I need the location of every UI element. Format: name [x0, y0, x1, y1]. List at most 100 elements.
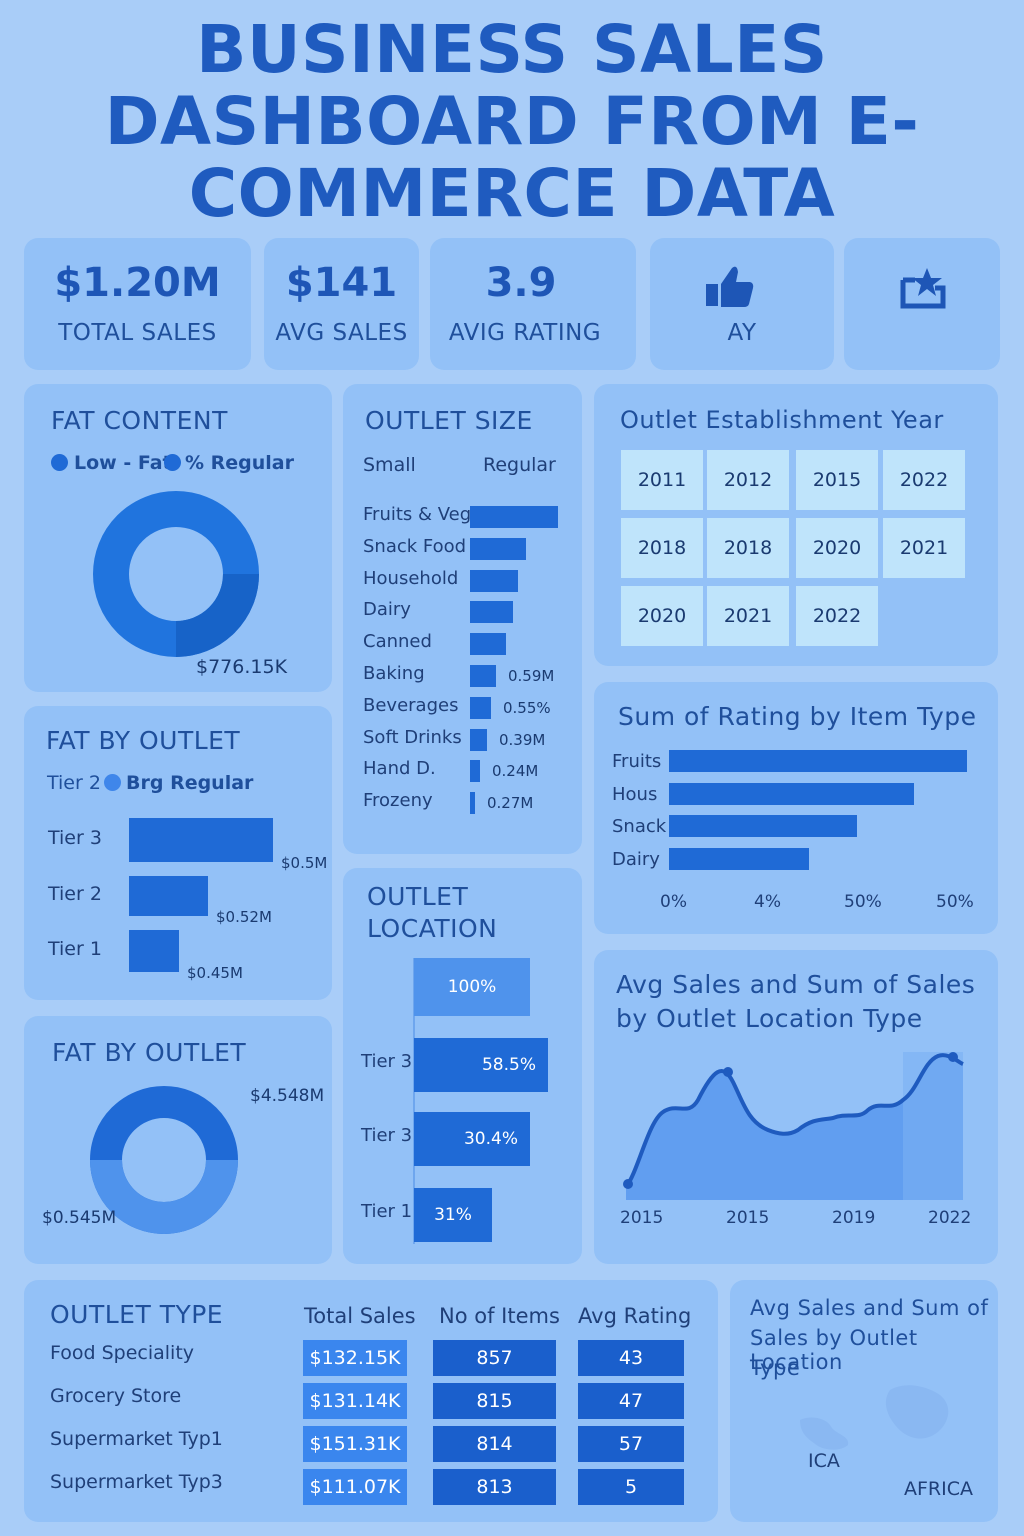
kpi-value: $141: [285, 260, 398, 306]
x-tick-label: 50%: [844, 892, 882, 912]
year-tile[interactable]: 2020: [796, 518, 878, 578]
year-tile[interactable]: 2015: [796, 450, 878, 510]
card-title-line-1: OUTLET: [367, 882, 469, 911]
item-label: Hand D.: [363, 758, 436, 780]
data-point: [948, 1052, 958, 1062]
year-tile[interactable]: 2018: [707, 518, 789, 578]
item-type-bar: [669, 750, 967, 772]
kpi-thumbs: AY: [650, 238, 834, 370]
item-label: Fruits & Veg: [363, 504, 472, 525]
area-highlight: [903, 1052, 963, 1200]
rating-cell: 57: [578, 1426, 684, 1462]
year-tile[interactable]: 2011: [621, 450, 703, 510]
kpi-avg-rating: 3.9 AVIG RATING: [430, 238, 636, 370]
star-box-icon: [900, 268, 946, 309]
card-title: FAT BY OUTLET: [46, 726, 241, 755]
card-title: Outlet Establishment Year: [620, 406, 944, 434]
item-value-label: 0.39M: [499, 730, 546, 749]
kpi-value: 3.9: [485, 260, 557, 306]
year-tile[interactable]: 2012: [707, 450, 789, 510]
item-bar: [470, 728, 487, 751]
title-line-2: DASHBOARD FROM E-: [104, 83, 920, 160]
location-value: 30.4%: [463, 1129, 518, 1149]
card-title: Sum of Rating by Item Type: [618, 702, 977, 731]
item-label: Dairy: [363, 599, 411, 621]
card-title-line-1: Avg Sales and Sum of: [750, 1296, 989, 1320]
item-bar: [470, 665, 496, 687]
item-bar: [470, 506, 558, 528]
kpi-value: $1.20M: [54, 260, 221, 306]
card-title-line-3: Type: [750, 1356, 801, 1380]
map-label-africa: AFRICA: [904, 1478, 973, 1500]
item-label: Baking: [363, 663, 425, 684]
year-tile[interactable]: 2022: [796, 586, 878, 646]
fat-by-outlet-donut-card: FAT BY OUTLET $4.548M $0.545M: [24, 1016, 332, 1264]
kpi-star: [844, 238, 1000, 370]
item-bar: [470, 696, 491, 719]
kpi-label: TOTAL SALES: [58, 320, 217, 346]
item-bar: [470, 601, 513, 624]
x-axis-label: 2015: [726, 1208, 770, 1228]
fat-by-outlet-bars-card: FAT BY OUTLET Tier 2 Brg Regular Tier 3 $…: [24, 706, 332, 1000]
item-type-label: Dairy: [612, 848, 660, 870]
donut-value-top: $4.548M: [250, 1086, 325, 1106]
tier-bar: [129, 818, 273, 862]
legend-dot: [51, 454, 68, 471]
outlet-type-name: Supermarket Typ3: [50, 1471, 223, 1493]
location-value: 100%: [447, 977, 497, 997]
year-tile[interactable]: 2018: [621, 518, 703, 578]
card-title: FAT CONTENT: [51, 406, 228, 435]
tier-value-label: $0.52M: [216, 908, 272, 926]
col-header-sales: Total Sales: [304, 1304, 416, 1328]
year-tile[interactable]: 2021: [707, 586, 789, 646]
item-label: Beverages: [363, 694, 459, 716]
data-point: [623, 1179, 633, 1189]
year-tile[interactable]: 2020: [621, 586, 703, 646]
kpi-label: AY: [727, 320, 757, 346]
col-header-rating: Avg Rating: [578, 1304, 692, 1328]
map-card: Avg Sales and Sum of Sales by Outlet Loc…: [730, 1280, 998, 1522]
legend-dot: [104, 774, 121, 791]
total-sales-cell: $131.14K: [303, 1383, 407, 1419]
item-type-bar: [669, 847, 809, 870]
fat-content-donut: [93, 491, 259, 657]
tier-bar: [129, 876, 208, 916]
area-line: [624, 1053, 964, 1189]
item-value-label: 0.55%: [503, 698, 551, 717]
items-cell: 814: [433, 1426, 556, 1462]
kpi-avg-sales: $141 AVG SALES: [264, 238, 419, 370]
tier-value-label: $0.5M: [281, 854, 328, 872]
col-header-regular: Regular: [483, 454, 556, 476]
year-tile[interactable]: 2021: [883, 518, 965, 578]
card-title: FAT BY OUTLET: [52, 1038, 247, 1067]
kpi-total-sales: $1.20M TOTAL SALES: [24, 238, 251, 370]
items-cell: 815: [433, 1383, 556, 1419]
map-label-ica: ICA: [808, 1450, 840, 1472]
area-chart: [623, 1052, 964, 1200]
card-title: OUTLET SIZE: [365, 406, 533, 435]
x-tick-label: 4%: [754, 892, 781, 912]
axis-line: [413, 958, 415, 1244]
outlet-type-name: Food Speciality: [50, 1342, 195, 1364]
item-type-bar: [669, 782, 914, 805]
card-title: OUTLET TYPE: [50, 1300, 224, 1329]
legend-dot: [164, 454, 181, 471]
item-label: Canned: [363, 631, 432, 653]
kpi-label: AVG SALES: [275, 320, 408, 346]
col-header-small: Small: [363, 454, 416, 476]
item-value-label: 0.24M: [492, 762, 539, 781]
location-value: 31%: [434, 1205, 472, 1225]
donut-segment-secondary: [90, 1159, 238, 1234]
year-tile[interactable]: 2022: [883, 450, 965, 510]
location-label: Tier 1: [361, 1201, 413, 1222]
data-point: [723, 1067, 733, 1077]
map-region-a: [800, 1417, 849, 1450]
item-type-bar: [669, 815, 857, 837]
item-label: Soft Drinks: [363, 726, 462, 748]
x-axis-label: 2022: [928, 1208, 972, 1228]
legend-low-fat: Low - Fat: [51, 452, 172, 474]
rating-cell: 47: [578, 1383, 684, 1419]
legend-tier: Tier 2: [47, 772, 101, 794]
item-label: Household: [363, 567, 459, 589]
tier-value-label: $0.45M: [187, 964, 243, 982]
